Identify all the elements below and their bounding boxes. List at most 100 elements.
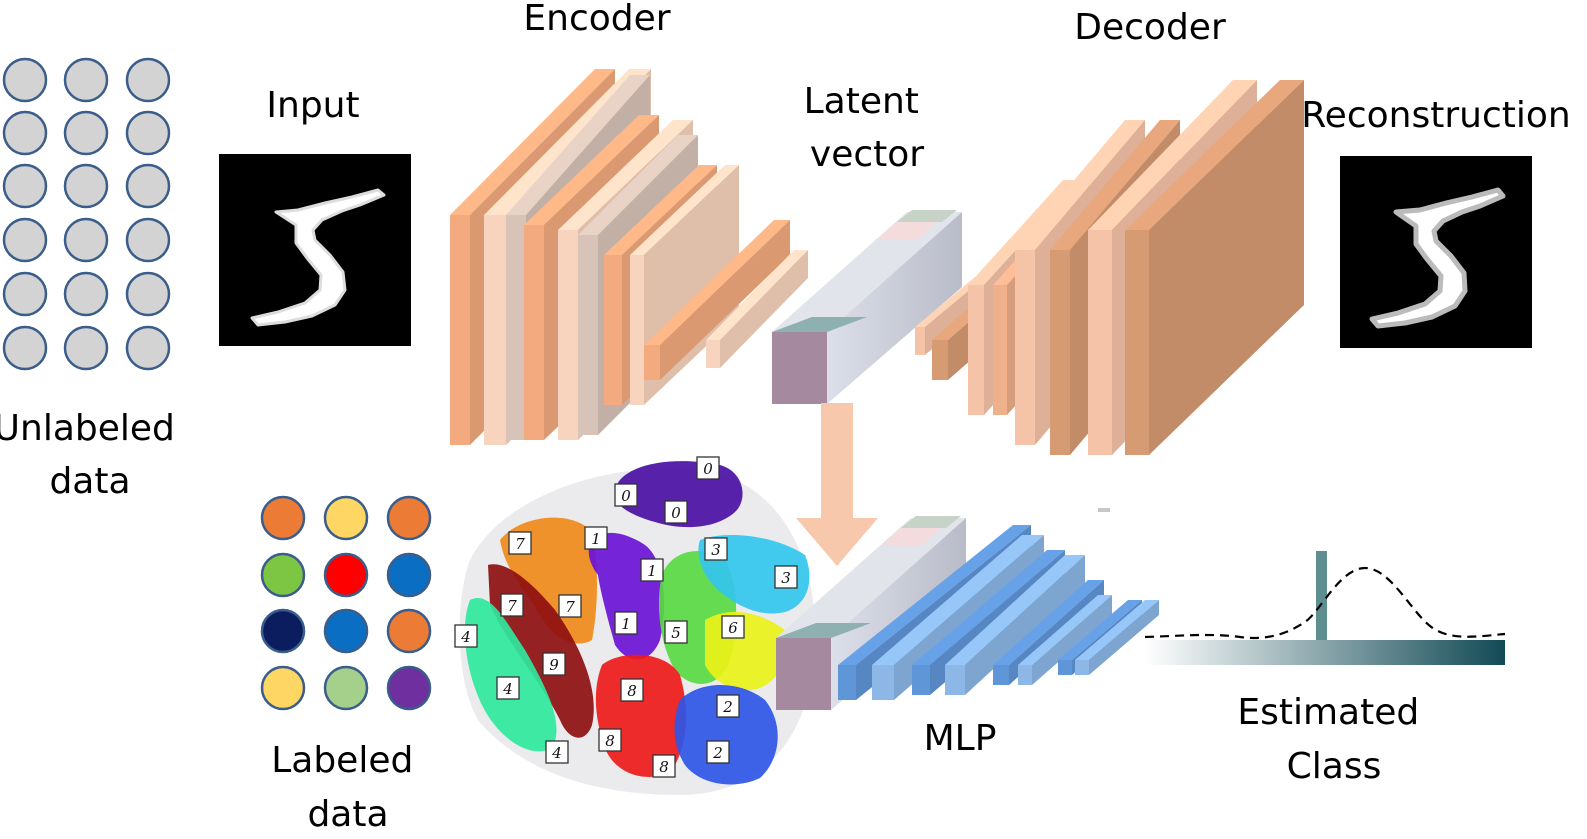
unlabeled-dot xyxy=(63,271,109,317)
encoder-layer-8-side xyxy=(660,220,790,380)
decoder-layer-1-front xyxy=(932,340,948,380)
latent-bottom-front xyxy=(776,638,831,710)
unlabeled-dot xyxy=(125,57,171,103)
tsne-cluster-2 xyxy=(674,685,778,785)
mlp-layer-3 xyxy=(945,555,1085,695)
tsne-digit-text: 3 xyxy=(781,569,791,587)
tsne-digit-box-1: 1 xyxy=(640,558,664,582)
unlabeled-dot xyxy=(2,57,48,103)
unlabeled-dot xyxy=(2,325,48,371)
decoder-layers xyxy=(915,80,1304,455)
unlabeled-dot xyxy=(2,217,48,263)
unlabeled-dot xyxy=(63,163,109,209)
mlp-layer-7-front xyxy=(1075,660,1089,675)
latent-bottom-accent3 xyxy=(901,516,961,528)
tsne-digit-box-2: 2 xyxy=(706,740,730,764)
mlp-layer-6-front xyxy=(1058,660,1072,675)
tsne-digit-frame xyxy=(598,728,622,752)
mlp-layer-5 xyxy=(1018,595,1112,685)
latent-to-mlp-arrow xyxy=(796,403,878,566)
tsne-cluster-4 xyxy=(464,598,557,752)
tsne-digit-text: 2 xyxy=(722,698,733,716)
tsne-digit-box-2: 2 xyxy=(716,694,740,718)
tsne-digit-box-7: 7 xyxy=(558,594,582,618)
encoder-layer-6-front xyxy=(604,255,622,405)
tsne-digit-text: 8 xyxy=(627,682,637,700)
tsne-digit-frame xyxy=(664,620,688,644)
encoder-layer-8-top xyxy=(644,220,790,345)
decoder-layer-5-front xyxy=(1050,250,1070,455)
mlp-layer-1-front xyxy=(872,665,894,700)
labeled-dot xyxy=(260,608,306,654)
tsne-digit-box-1: 1 xyxy=(584,526,608,550)
encoder-layer-5-top xyxy=(578,135,698,235)
tsne-digit-box-4: 4 xyxy=(454,624,478,648)
unlabeled-dot xyxy=(125,163,171,209)
mlp-layer-3-top xyxy=(945,555,1085,665)
mlp-layer-0-front xyxy=(838,665,856,700)
latent-top xyxy=(772,210,962,404)
unlabeled-dot xyxy=(63,325,109,371)
labeled-dot xyxy=(386,665,432,711)
tsne-digit-text: 5 xyxy=(671,624,681,642)
mlp-layer-5-side xyxy=(1032,595,1112,685)
estimated-class-plot xyxy=(1144,551,1506,665)
labeled-line-2: data xyxy=(307,794,388,835)
encoder-layer-1-front xyxy=(484,215,506,445)
unlabeled-dot xyxy=(2,110,48,156)
encoder-layer-9-front xyxy=(706,340,720,368)
unlabeled-dot xyxy=(125,325,171,371)
tsne-digit-frame xyxy=(500,593,524,617)
tsne-digit-text: 3 xyxy=(711,541,721,559)
tsne-digit-box-3: 3 xyxy=(774,565,798,589)
encoder-label: Encoder xyxy=(523,0,670,39)
latent-line-1: Latent xyxy=(804,81,919,122)
tsne-digit-text: 1 xyxy=(621,615,631,633)
tsne-digit-box-0: 0 xyxy=(664,500,688,524)
unlabeled-dot xyxy=(125,110,171,156)
latent-top-accent2 xyxy=(877,222,937,240)
tsne-digit-frame xyxy=(706,740,730,764)
tsne-digit-box-3: 3 xyxy=(704,537,728,561)
mlp-layer-0-top xyxy=(838,525,1031,665)
tsne-digit-box-7: 7 xyxy=(508,531,532,555)
labeled-dot xyxy=(323,552,369,598)
labeled-dot xyxy=(386,552,432,598)
tsne-digit-box-8: 8 xyxy=(598,728,622,752)
tsne-digit-frame xyxy=(640,558,664,582)
encoder-layer-8-front xyxy=(644,345,660,380)
tsne-digit-text: 2 xyxy=(712,744,723,762)
tsne-digit-box-9: 9 xyxy=(542,652,566,676)
tsne-cluster-plot: 0 0 0 7 7 7 1 1 1 3 3 4 9 4 4 5 6 8 8 8 2 2 xyxy=(454,456,816,795)
tsne-digit-frame xyxy=(652,754,676,778)
decoder-layer-2-front xyxy=(968,285,984,415)
encoder-layer-4-top xyxy=(558,120,693,230)
latent-vector-block xyxy=(772,210,962,404)
tsne-digit-text: 4 xyxy=(551,744,562,762)
encoder-layer-8 xyxy=(644,220,790,380)
tsne-digit-frame xyxy=(614,483,638,507)
decoder-layer-7 xyxy=(1125,80,1304,455)
latent-top-top xyxy=(772,212,962,332)
tsne-digit-text: 4 xyxy=(502,680,513,698)
tsne-digit-text: 6 xyxy=(728,619,738,637)
decoder-layer-0-front xyxy=(915,327,925,355)
tsne-digit-frame xyxy=(496,676,520,700)
latent-bottom-accent2 xyxy=(881,528,941,546)
encoder-layer-7-front xyxy=(630,255,644,405)
tsne-digit-frame xyxy=(454,624,478,648)
mlp-layer-4-front xyxy=(993,665,1009,685)
encoder-layer-0-front xyxy=(450,215,470,445)
mlp-layer-2-top xyxy=(912,550,1065,665)
estimated-line-1: Estimated xyxy=(1237,692,1419,733)
unlabeled-dot xyxy=(125,217,171,263)
mlp-layer-2-front xyxy=(912,665,930,695)
unlabeled-dot xyxy=(2,271,48,317)
mlp-layer-1-top xyxy=(872,535,1044,665)
tsne-digit-text: 9 xyxy=(549,656,559,674)
encoder-layer-9-top xyxy=(706,250,808,340)
mlp-layer-3-side xyxy=(965,555,1085,695)
latent-top-front xyxy=(772,332,827,404)
mlp-layer-7-top xyxy=(1075,600,1159,660)
tsne-digit-text: 0 xyxy=(703,460,713,478)
